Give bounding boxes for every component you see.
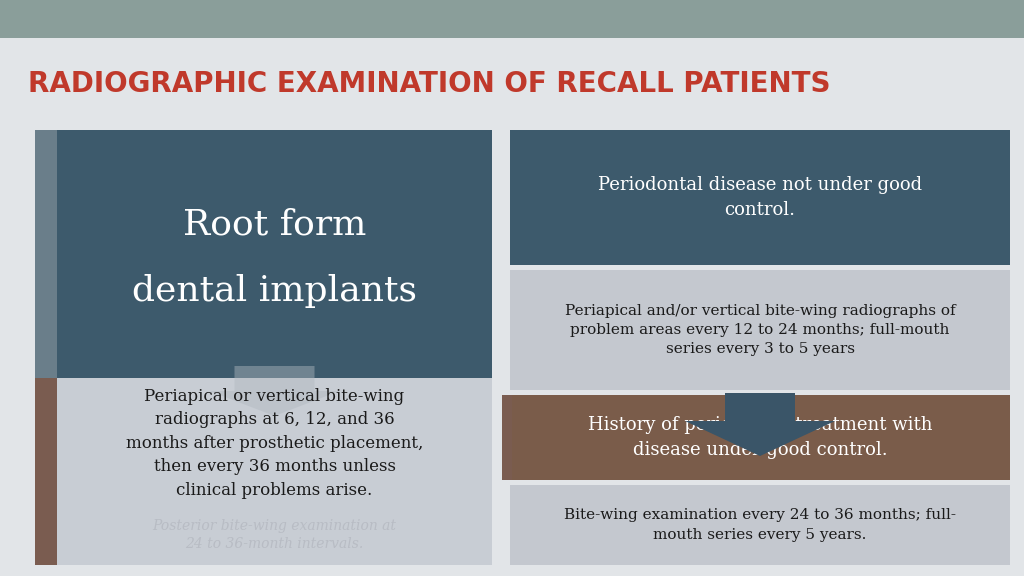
- Polygon shape: [210, 366, 340, 416]
- Bar: [510, 395, 1010, 480]
- Bar: [510, 270, 1010, 390]
- Text: Periodontal disease not under good
control.: Periodontal disease not under good contr…: [598, 176, 922, 219]
- Bar: [35, 130, 57, 378]
- Bar: [502, 395, 512, 480]
- Text: Posterior bite-wing examination at
24 to 36-month intervals.: Posterior bite-wing examination at 24 to…: [153, 519, 396, 551]
- Bar: [57, 130, 492, 378]
- Text: History of periodontal treatment with
disease under good control.: History of periodontal treatment with di…: [588, 416, 932, 459]
- Polygon shape: [685, 393, 835, 456]
- Text: Bite-wing examination every 24 to 36 months; full-
mouth series every 5 years.: Bite-wing examination every 24 to 36 mon…: [564, 508, 956, 542]
- Bar: [35, 378, 57, 565]
- Bar: [0, 0, 1024, 38]
- Bar: [57, 378, 492, 565]
- Bar: [510, 130, 1010, 265]
- Text: Periapical or vertical bite-wing
radiographs at 6, 12, and 36
months after prost: Periapical or vertical bite-wing radiogr…: [126, 388, 423, 499]
- Bar: [510, 485, 1010, 565]
- Text: RADIOGRAPHIC EXAMINATION OF RECALL PATIENTS: RADIOGRAPHIC EXAMINATION OF RECALL PATIE…: [28, 70, 830, 98]
- Text: Root form: Root form: [183, 207, 367, 241]
- Text: Periapical and/or vertical bite-wing radiographs of
problem areas every 12 to 24: Periapical and/or vertical bite-wing rad…: [564, 304, 955, 357]
- Text: dental implants: dental implants: [132, 274, 417, 308]
